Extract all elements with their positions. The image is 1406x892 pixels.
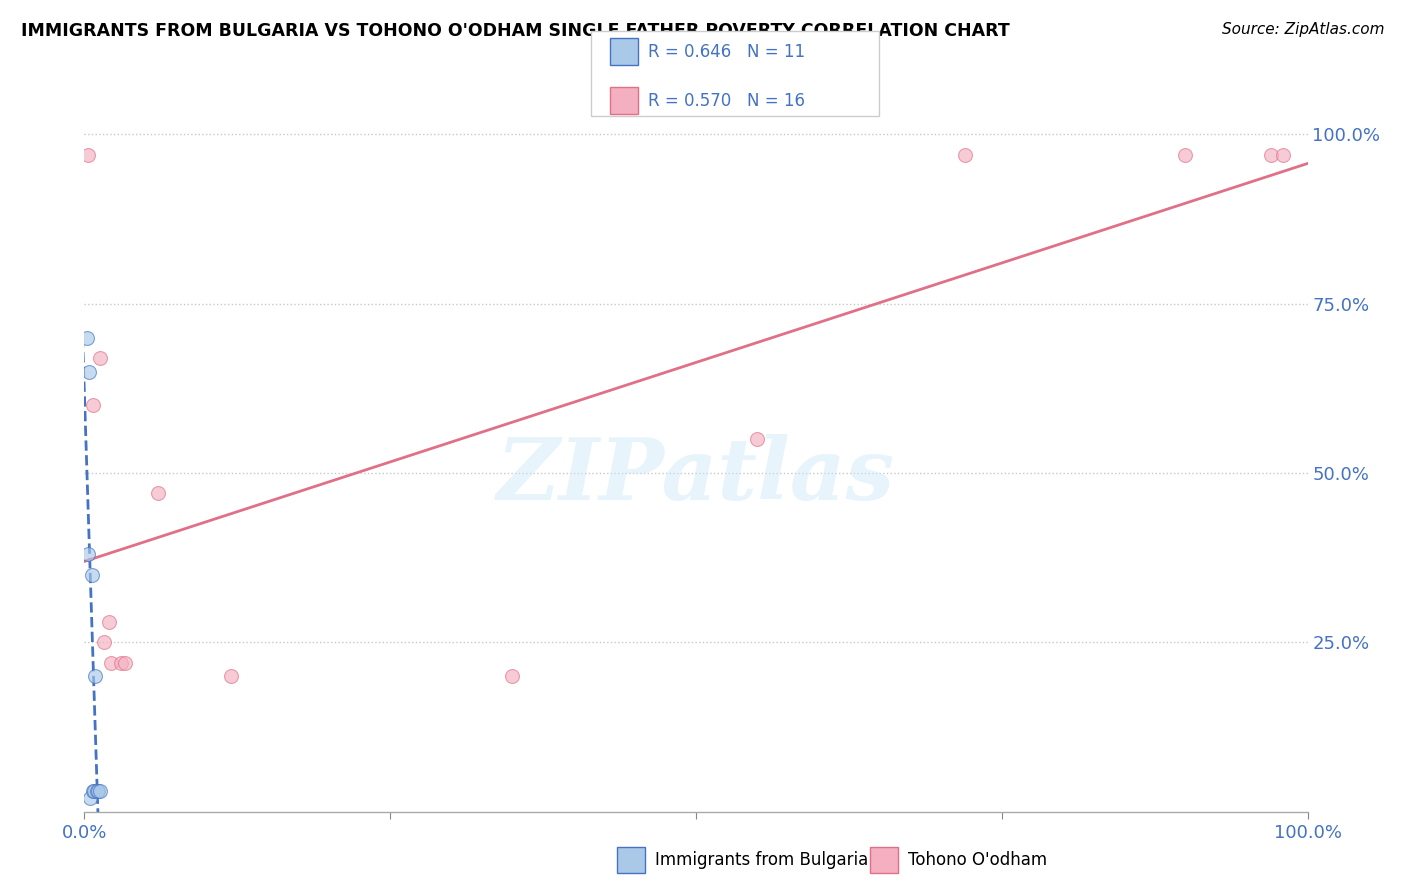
Point <box>77 547 100 561</box>
Point <box>100 656 122 670</box>
Point <box>89 784 111 798</box>
Text: R = 0.646   N = 11: R = 0.646 N = 11 <box>648 43 806 61</box>
Point <box>86 784 108 798</box>
Point <box>82 398 104 412</box>
Point <box>87 784 110 798</box>
Point <box>83 784 105 798</box>
Point <box>77 148 100 162</box>
Point <box>1272 148 1295 162</box>
Text: Tohono O'odham: Tohono O'odham <box>908 851 1047 869</box>
Point <box>84 669 107 683</box>
Point <box>79 791 101 805</box>
Point <box>93 635 115 649</box>
Text: IMMIGRANTS FROM BULGARIA VS TOHONO O'ODHAM SINGLE FATHER POVERTY CORRELATION CHA: IMMIGRANTS FROM BULGARIA VS TOHONO O'ODH… <box>21 22 1010 40</box>
Point <box>77 364 100 378</box>
Text: Source: ZipAtlas.com: Source: ZipAtlas.com <box>1222 22 1385 37</box>
Point <box>1260 148 1282 162</box>
Point <box>89 351 111 365</box>
Point <box>146 486 169 500</box>
Point <box>80 567 103 582</box>
Point <box>1174 148 1197 162</box>
Point <box>76 331 98 345</box>
Point <box>114 656 136 670</box>
Text: ZIPatlas: ZIPatlas <box>496 434 896 517</box>
Point <box>747 432 769 446</box>
Text: R = 0.570   N = 16: R = 0.570 N = 16 <box>648 92 806 110</box>
Point <box>97 615 120 629</box>
Text: Immigrants from Bulgaria: Immigrants from Bulgaria <box>655 851 869 869</box>
Point <box>110 656 132 670</box>
Point <box>502 669 524 683</box>
Point <box>953 148 976 162</box>
Point <box>219 669 242 683</box>
Point <box>82 784 104 798</box>
